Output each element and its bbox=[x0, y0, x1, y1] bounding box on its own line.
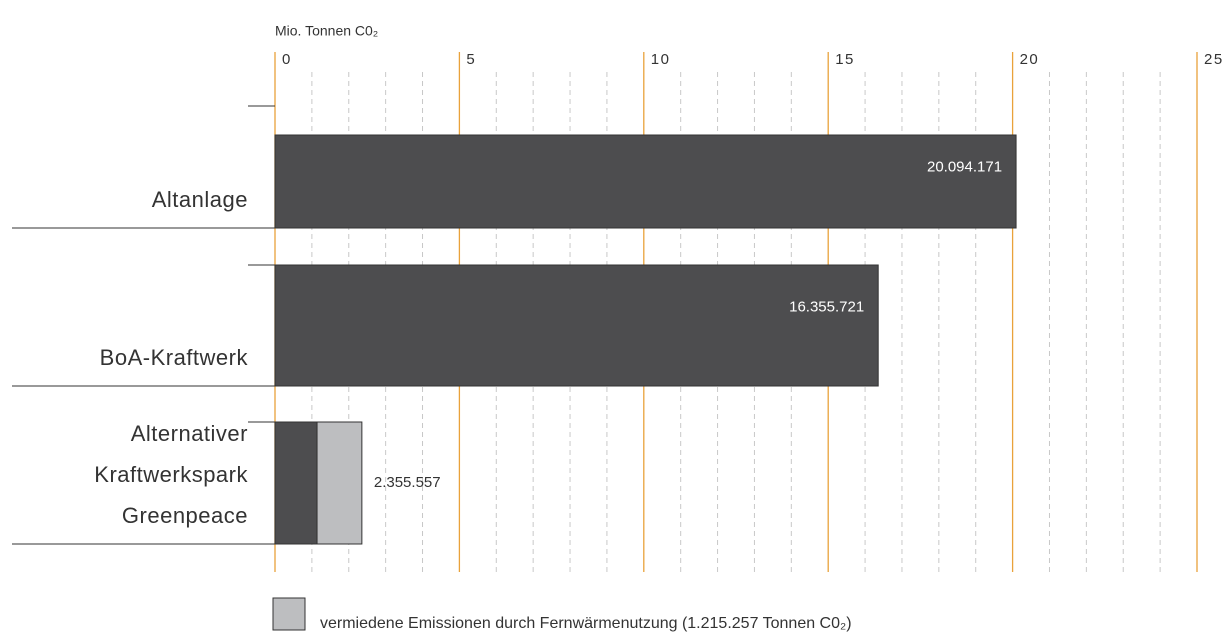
bar bbox=[274, 421, 318, 545]
x-tick-label: 5 bbox=[466, 51, 476, 68]
bar bbox=[274, 264, 879, 387]
x-tick-label: 0 bbox=[282, 51, 292, 68]
x-axis-label: Mio. Tonnen C0₂ bbox=[275, 23, 378, 39]
total-label: 2.355.557 bbox=[374, 474, 441, 491]
value-label: 16.355.721 bbox=[789, 298, 864, 315]
x-tick-label: 20 bbox=[1020, 51, 1040, 68]
y-tick-label: Altanlage bbox=[151, 187, 248, 212]
legend-label: vermiedene Emissionen durch Fernwärmenut… bbox=[320, 615, 852, 632]
bar bbox=[274, 134, 1017, 229]
value-label: 20.094.171 bbox=[927, 159, 1002, 176]
bar bbox=[316, 421, 363, 545]
legend-swatch bbox=[272, 597, 306, 631]
x-tick-label: 25 bbox=[1204, 51, 1224, 68]
y-tick-label: BoA-Kraftwerk bbox=[99, 345, 248, 370]
x-tick-label: 10 bbox=[651, 51, 671, 68]
y-tick-label: Alternativer Kraftwerkspark Greenpeace bbox=[94, 421, 248, 528]
x-tick-label: 15 bbox=[835, 51, 855, 68]
